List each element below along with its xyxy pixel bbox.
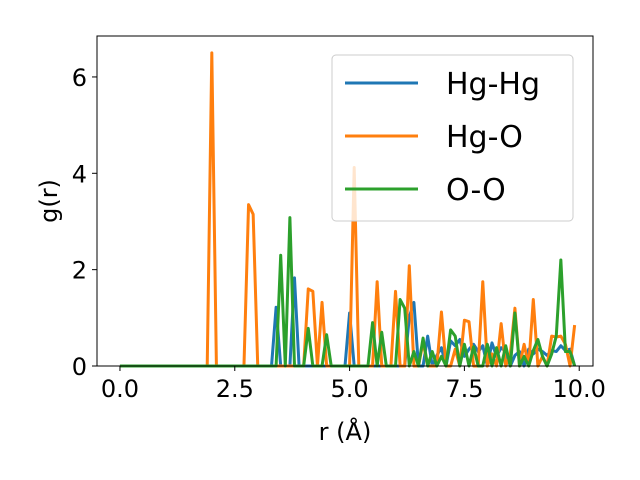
- legend-label-hg-hg: Hg-Hg: [446, 67, 540, 102]
- y-axis-label: g(r): [35, 179, 63, 223]
- y-tick-label: 2: [72, 257, 87, 285]
- y-tick-label: 6: [72, 64, 87, 92]
- plot-frame: [96, 35, 594, 367]
- legend-label-o-o: O-O: [446, 173, 506, 208]
- x-tick-label: 2.5: [216, 375, 254, 403]
- x-tick-label: 7.5: [445, 375, 483, 403]
- x-axis: 0.0 2.5 5.0 7.5 10.0: [101, 366, 606, 403]
- legend: Hg-Hg Hg-O O-O: [331, 54, 574, 222]
- y-tick-label: 4: [72, 160, 87, 188]
- x-tick-label: 5.0: [331, 375, 369, 403]
- y-axis: 0 2 4 6: [72, 64, 97, 381]
- y-tick-label: 0: [72, 353, 87, 381]
- x-tick-label: 10.0: [553, 375, 606, 403]
- x-axis-label: r (Å): [319, 417, 372, 446]
- legend-label-hg-o: Hg-O: [446, 120, 523, 155]
- legend-box: [331, 54, 574, 222]
- x-tick-label: 0.0: [101, 375, 139, 403]
